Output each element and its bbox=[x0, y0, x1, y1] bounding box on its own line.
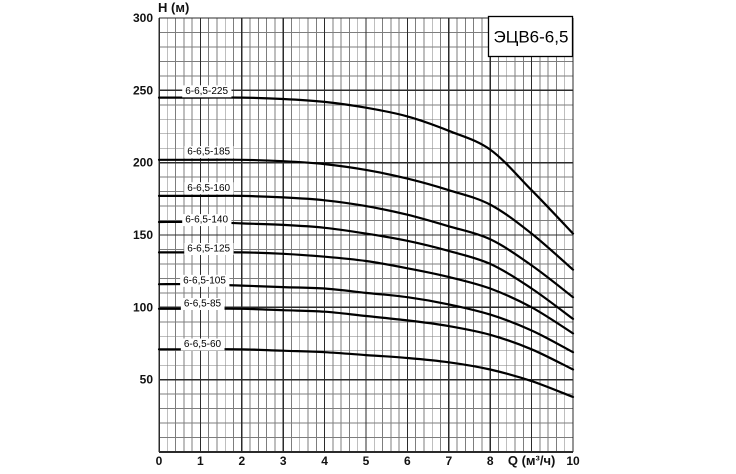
y-tick-label: 200 bbox=[133, 156, 153, 170]
curve-label: 6-6,5-125 bbox=[187, 244, 230, 255]
pump-curve-6-6,5-60 bbox=[157, 348, 575, 399]
x-tick-label: 4 bbox=[321, 454, 328, 468]
x-tick-label: 7 bbox=[445, 454, 452, 468]
curve-label-bg bbox=[182, 214, 232, 227]
x-tick-label: 6 bbox=[404, 454, 411, 468]
pump-curves bbox=[157, 96, 575, 399]
chart-title-frame bbox=[487, 15, 574, 58]
x-axis-title: Q (м³/ч) bbox=[508, 453, 556, 468]
curve-label: 6-6,5-160 bbox=[187, 183, 230, 194]
x-tick-label: 10 bbox=[566, 454, 580, 468]
chart-title-box: ЭЦВ6-6,5 bbox=[487, 15, 574, 58]
x-tick-label: 0 bbox=[156, 454, 163, 468]
curve-labels: 6-6,5-225 6-6,5-185 6-6,5-160 6-6,5-140 6-6,… bbox=[180, 85, 234, 351]
curve-label: 6-6,5-225 bbox=[185, 86, 228, 97]
pump-curve-6-6,5-225 bbox=[157, 96, 575, 235]
curve-label-bg bbox=[184, 182, 234, 195]
y-tick-label: 50 bbox=[140, 373, 154, 387]
pump-curve-6-6,5-105 bbox=[157, 282, 575, 354]
curve-label: 6-6,5-60 bbox=[184, 339, 222, 350]
x-tick-label: 3 bbox=[280, 454, 287, 468]
curve-label-bg bbox=[180, 274, 230, 287]
grid-major bbox=[158, 17, 574, 453]
chart-title: ЭЦВ6-6,5 bbox=[494, 28, 569, 47]
axis-ticks: 0 1 2 3 4 5 6 7 8 10 50 100 150 200 250 300 bbox=[133, 11, 580, 468]
x-tick-label: 2 bbox=[238, 454, 245, 468]
y-tick-label: 250 bbox=[133, 83, 153, 97]
curve-label: 6-6,5-140 bbox=[185, 215, 228, 226]
y-tick-label: 300 bbox=[133, 11, 153, 25]
pump-curve-6-6,5-160 bbox=[157, 194, 575, 299]
curve-label: 6-6,5-105 bbox=[183, 275, 226, 286]
pump-curve-6-6,5-85 bbox=[157, 307, 575, 371]
y-tick-label: 150 bbox=[133, 228, 153, 242]
curve-label-bg bbox=[180, 338, 225, 351]
pump-curve-6-6,5-185 bbox=[157, 158, 575, 271]
x-tick-label: 5 bbox=[363, 454, 370, 468]
x-tick-label: 1 bbox=[197, 454, 204, 468]
curve-label-bg bbox=[182, 85, 232, 98]
curve-label-bg bbox=[184, 146, 234, 159]
curve-label-bg bbox=[180, 297, 225, 310]
curve-label-bg bbox=[184, 243, 234, 256]
curve-label: 6-6,5-185 bbox=[187, 147, 230, 158]
curve-label: 6-6,5-85 bbox=[184, 298, 222, 309]
y-tick-label: 100 bbox=[133, 300, 153, 314]
y-axis-title: H (м) bbox=[158, 0, 189, 15]
x-tick-label: 8 bbox=[487, 454, 494, 468]
